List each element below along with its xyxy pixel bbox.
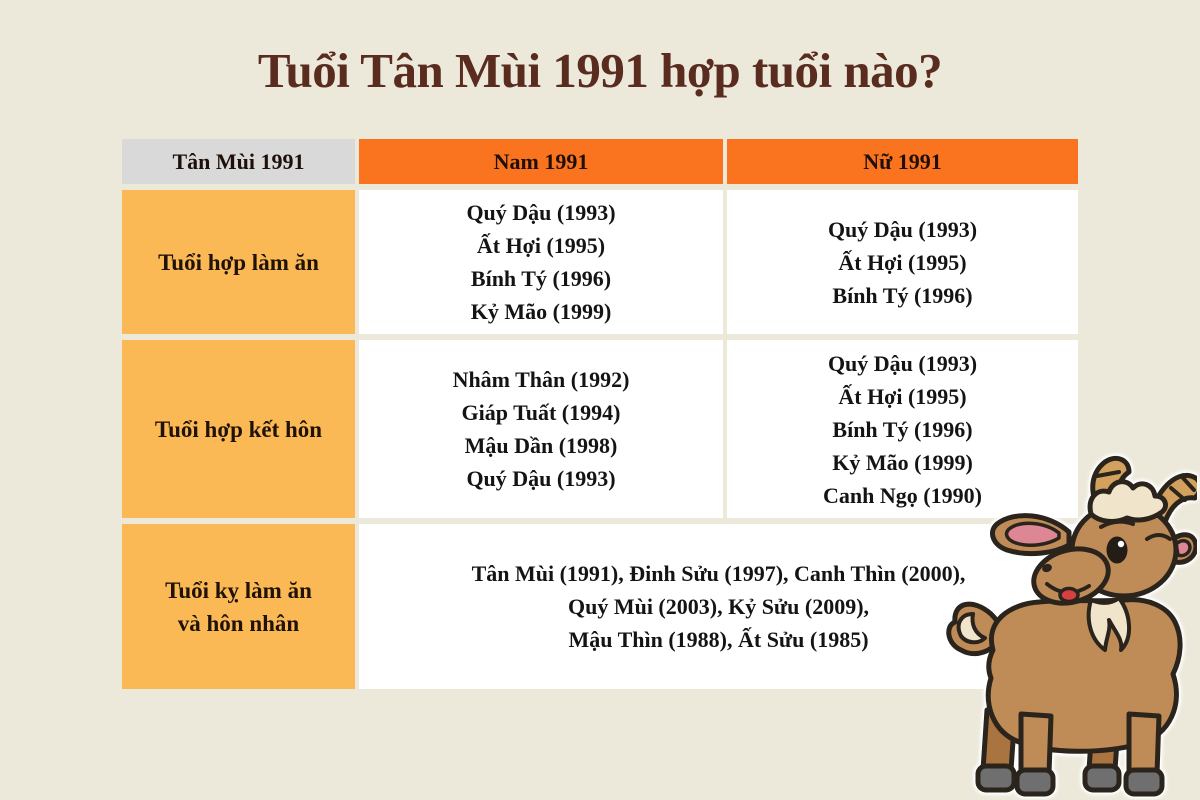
text-line: Ất Hợi (1995)	[838, 249, 967, 275]
text-line: và hôn nhân	[177, 610, 300, 636]
text-line: Ất Hợi (1995)	[476, 233, 606, 258]
text-line: Ất Hợi (1995)	[838, 383, 967, 409]
text-line: Bính Tý (1996)	[470, 266, 612, 291]
text-line: Quý Dậu (1993)	[466, 200, 616, 225]
goat-cartoon-icon	[946, 455, 1197, 797]
text-line: Quý Mùi (2003), Kỷ Sửu (2009),	[567, 594, 870, 619]
text-line: Tuổi kỵ làm ăn	[165, 577, 312, 603]
text-line: Bính Tý (1996)	[832, 282, 973, 308]
text-line: Nhâm Thân (1992)	[452, 367, 630, 392]
table-header-tan-mui: Tân Mùi 1991	[122, 139, 355, 184]
compatibility-table: Tân Mùi 1991 Nam 1991 Nữ 1991 Tuổi hợp l…	[122, 139, 1078, 689]
text-line: Mậu Dần (1998)	[464, 433, 618, 458]
cell-business-nu: Quý Dậu (1993) Ất Hợi (1995) Bính Tý (1996…	[727, 190, 1078, 334]
cell-marriage-nu: Quý Dậu (1993) Ất Hợi (1995) Bính Tý (1996…	[727, 340, 1078, 518]
cell-business-nam: Quý Dậu (1993) Ất Hợi (1995) Bính Tý (1996…	[359, 190, 723, 334]
page-title: Tuổi Tân Mùi 1991 hợp tuổi nào?	[257, 43, 943, 98]
text-line: Canh Ngọ (1990)	[823, 482, 982, 508]
table-header-nu: Nữ 1991	[727, 139, 1078, 184]
text-line: Giáp Tuất (1994)	[461, 400, 621, 425]
text-line: Mậu Thìn (1988), Ất Sửu (1985)	[568, 627, 869, 652]
text-line: Kỷ Mão (1999)	[832, 449, 973, 475]
text-line: Bính Tý (1996)	[832, 416, 973, 442]
text-line: Quý Dậu (1993)	[466, 466, 616, 491]
text-line: Quý Dậu (1993)	[827, 216, 978, 242]
row-label-marriage: Tuổi hợp kết hôn	[122, 340, 355, 518]
cell-marriage-nam: Nhâm Thân (1992) Giáp Tuất (1994) Mậu Dần …	[359, 340, 723, 518]
row-label-incompatible: Tuổi kỵ làm ăn và hôn nhân	[122, 524, 355, 689]
text-line: Quý Dậu (1993)	[827, 350, 978, 376]
text-line: Kỷ Mão (1999)	[470, 299, 612, 324]
table-header-nam: Nam 1991	[359, 139, 723, 184]
text-line: Tân Mùi (1991), Đinh Sửu (1997), Canh Th…	[471, 561, 966, 586]
row-label-business: Tuổi hợp làm ăn	[122, 190, 355, 334]
